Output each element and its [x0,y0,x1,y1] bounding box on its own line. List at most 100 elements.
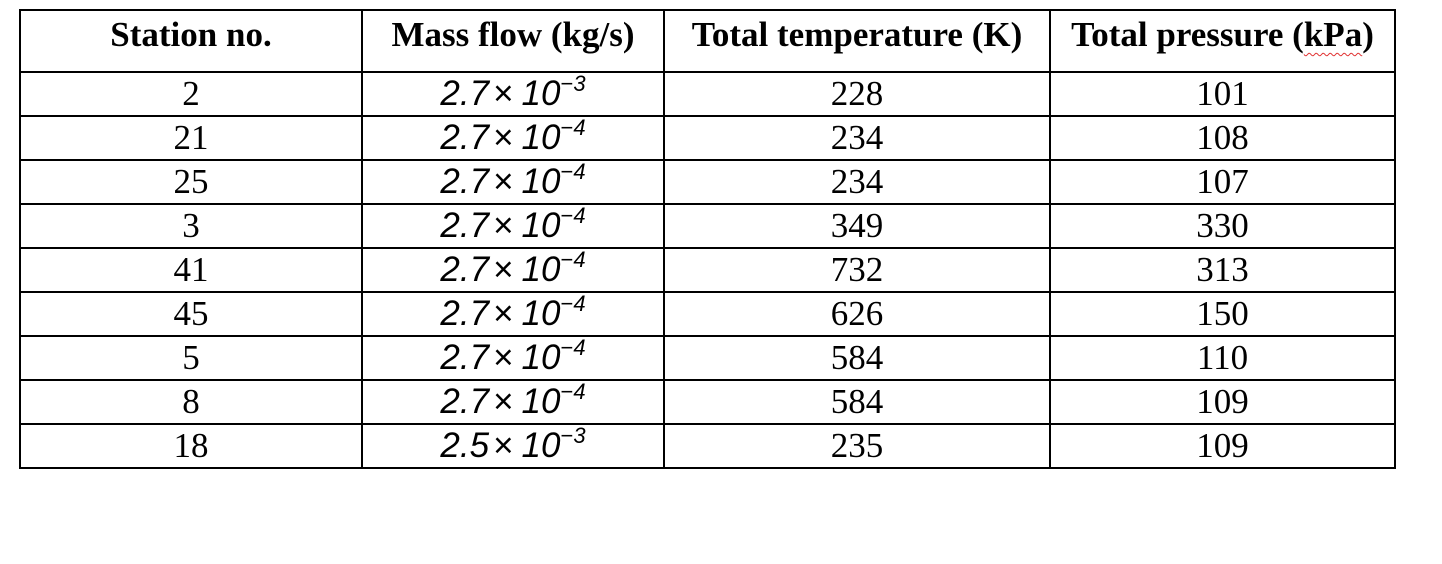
mass-flow-exponent: −3 [560,424,586,448]
header-total-pressure-suffix: ) [1362,15,1374,54]
total-temperature-value: 235 [830,426,884,465]
mass-flow-base: 10 [521,74,561,113]
mass-flow-cell: 2.7 × 10−3 [361,71,665,117]
mass-flow-times-sign: × [493,206,514,245]
mass-flow-times-sign: × [493,294,514,333]
mass-flow-exponent-value: 4 [573,292,586,316]
mass-flow-mantissa: 2.7 [440,250,490,289]
mass-flow-exponent-value: 4 [573,116,586,140]
mass-flow-times-sign: × [493,118,514,157]
table-row: 2 2.7 × 10−3 228 101 [19,71,1396,117]
station-data-table: Station no. Mass flow (kg/s) Total tempe… [19,9,1396,469]
total-temperature-cell: 234 [663,115,1051,161]
mass-flow-exponent: −3 [560,72,586,96]
total-pressure-cell: 107 [1049,159,1396,205]
station-cell: 18 [19,423,363,469]
total-pressure-value: 109 [1196,382,1249,421]
mass-flow-mantissa: 2.7 [440,162,490,201]
total-temperature-value: 584 [830,382,884,421]
header-total-temperature: Total temperature (K) [663,9,1051,73]
header-mass-flow: Mass flow (kg/s) [361,9,665,73]
header-total-pressure-unit: kPa [1303,15,1363,54]
mass-flow-exponent-value: 3 [573,424,586,448]
mass-flow-base: 10 [521,338,561,377]
total-temperature-value: 584 [830,338,884,377]
mass-flow-cell: 2.7 × 10−4 [361,379,665,425]
table-row: 5 2.7 × 10−4 584 110 [19,335,1396,381]
mass-flow-mantissa: 2.7 [440,338,490,377]
total-temperature-cell: 732 [663,247,1051,293]
station-value: 8 [182,382,200,421]
total-pressure-cell: 101 [1049,71,1396,117]
mass-flow-times-sign: × [493,338,514,377]
mass-flow-times-sign: × [493,162,514,201]
total-pressure-value: 330 [1196,206,1249,245]
station-value: 45 [173,294,209,333]
total-temperature-cell: 626 [663,291,1051,337]
total-temperature-value: 349 [830,206,884,245]
total-temperature-value: 234 [830,118,884,157]
total-temperature-cell: 349 [663,203,1051,249]
station-value: 18 [173,426,209,465]
table-row: 8 2.7 × 10−4 584 109 [19,379,1396,425]
mass-flow-exponent: −4 [560,292,586,316]
mass-flow-exponent: −4 [560,160,586,184]
mass-flow-exponent-value: 4 [573,160,586,184]
mass-flow-exponent-minus: − [560,116,574,140]
mass-flow-cell: 2.7 × 10−4 [361,247,665,293]
mass-flow-times-sign: × [493,382,514,421]
total-temperature-value: 228 [830,74,884,113]
mass-flow-base: 10 [521,118,561,157]
mass-flow-exponent-minus: − [560,292,574,316]
total-temperature-cell: 234 [663,159,1051,205]
mass-flow-cell: 2.7 × 10−4 [361,335,665,381]
mass-flow-exponent-value: 3 [573,72,586,96]
mass-flow-mantissa: 2.7 [440,118,490,157]
station-cell: 8 [19,379,363,425]
mass-flow-exponent-minus: − [560,204,574,228]
mass-flow-base: 10 [521,426,561,465]
mass-flow-cell: 2.5 × 10−3 [361,423,665,469]
mass-flow-exponent-value: 4 [573,248,586,272]
mass-flow-exponent: −4 [560,116,586,140]
table-row: 41 2.7 × 10−4 732 313 [19,247,1396,293]
mass-flow-exponent-minus: − [560,248,574,272]
total-temperature-cell: 584 [663,379,1051,425]
table-body: 2 2.7 × 10−3 228 101 21 2.7 × 10−4 234 108 2… [19,71,1396,469]
header-total-pressure-prefix: Total pressure ( [1071,15,1304,54]
mass-flow-base: 10 [521,382,561,421]
mass-flow-exponent: −4 [560,336,585,360]
station-cell: 41 [19,247,363,293]
mass-flow-exponent: −4 [560,380,586,404]
table-header-row: Station no. Mass flow (kg/s) Total tempe… [19,9,1396,73]
mass-flow-exponent: −4 [560,248,586,272]
mass-flow-exponent-value: 4 [573,380,586,404]
station-value: 5 [182,338,200,377]
station-cell: 45 [19,291,363,337]
mass-flow-mantissa: 2.5 [440,426,490,465]
total-pressure-cell: 109 [1049,423,1396,469]
total-pressure-cell: 108 [1049,115,1396,161]
mass-flow-exponent-minus: − [560,336,574,360]
total-pressure-cell: 313 [1049,247,1396,293]
mass-flow-cell: 2.7 × 10−4 [361,203,665,249]
table-row: 21 2.7 × 10−4 234 108 [19,115,1396,161]
mass-flow-exponent-value: 4 [573,204,586,228]
station-value: 2 [182,74,200,113]
table-row: 18 2.5 × 10−3 235 109 [19,423,1396,469]
mass-flow-cell: 2.7 × 10−4 [361,291,665,337]
total-temperature-cell: 228 [663,71,1051,117]
total-pressure-cell: 109 [1049,379,1396,425]
total-pressure-value: 101 [1196,74,1249,113]
mass-flow-cell: 2.7 × 10−4 [361,115,665,161]
header-station: Station no. [19,9,363,73]
station-value: 41 [173,250,209,289]
station-value: 21 [173,118,209,157]
table-row: 25 2.7 × 10−4 234 107 [19,159,1396,205]
mass-flow-base: 10 [521,206,561,245]
total-pressure-value: 107 [1196,162,1249,201]
mass-flow-mantissa: 2.7 [440,382,490,421]
station-cell: 3 [19,203,363,249]
total-pressure-cell: 110 [1049,335,1396,381]
